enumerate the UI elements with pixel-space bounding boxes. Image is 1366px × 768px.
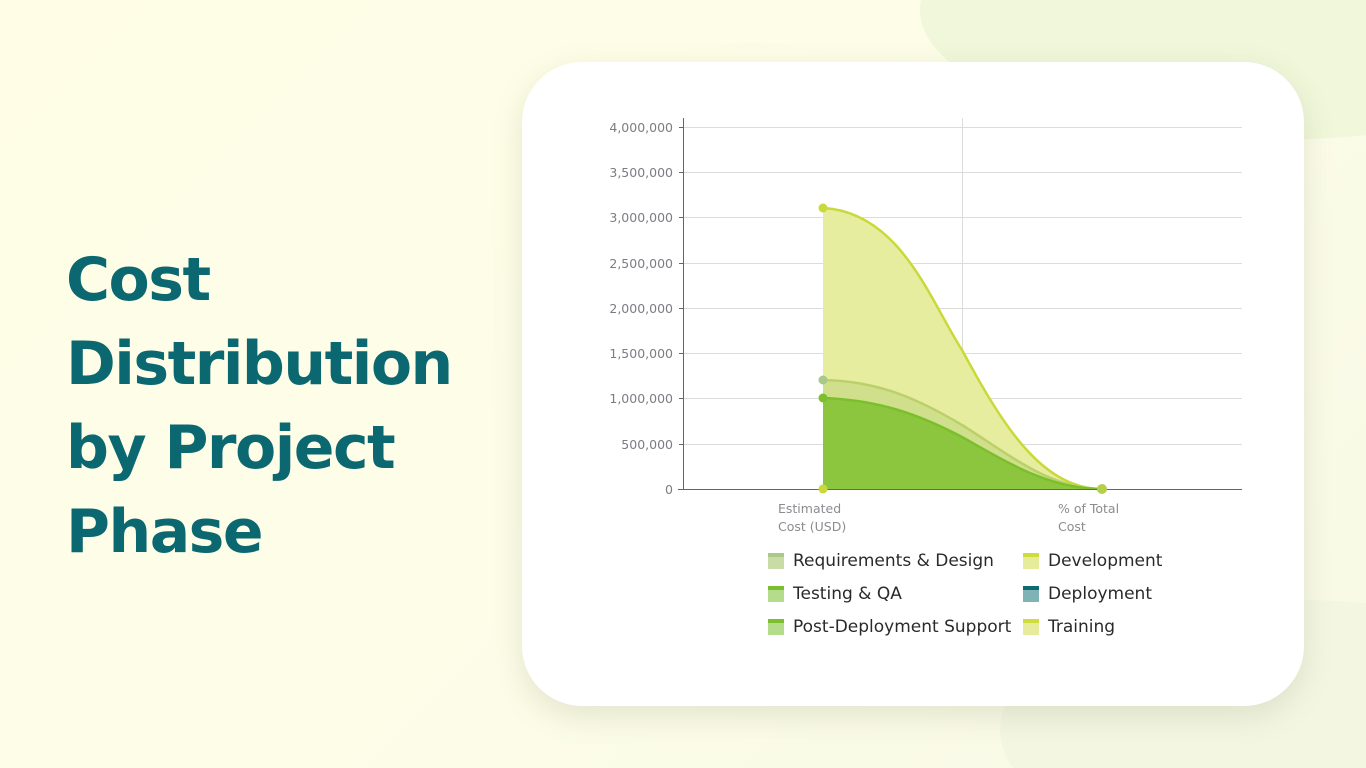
chart-legend: Requirements & Design Development Testin… — [768, 550, 1173, 638]
legend-item-post-deployment-support[interactable]: Post-Deployment Support — [768, 616, 1023, 638]
legend-swatch-icon — [768, 619, 784, 635]
y-tick-labels: 0 500,000 1,000,000 1,500,000 2,000,000 … — [609, 120, 673, 497]
svg-text:2,500,000: 2,500,000 — [609, 256, 673, 271]
svg-text:1,000,000: 1,000,000 — [609, 391, 673, 406]
legend-swatch-icon — [768, 586, 784, 602]
svg-text:4,000,000: 4,000,000 — [609, 120, 673, 135]
svg-text:3,000,000: 3,000,000 — [609, 210, 673, 225]
data-point[interactable] — [1097, 484, 1107, 494]
svg-text:Cost (USD): Cost (USD) — [778, 519, 846, 534]
svg-text:1,500,000: 1,500,000 — [609, 346, 673, 361]
data-point[interactable] — [818, 203, 828, 213]
legend-item-training[interactable]: Training — [1023, 616, 1173, 638]
svg-text:0: 0 — [665, 482, 673, 497]
title-line: Phase — [66, 497, 264, 567]
title-line: Cost — [66, 245, 211, 315]
legend-swatch-icon — [768, 553, 784, 569]
svg-text:3,500,000: 3,500,000 — [609, 165, 673, 180]
legend-swatch-icon — [1023, 619, 1039, 635]
series-requirements-line — [822, 378, 1103, 491]
series-testing-area — [823, 398, 1102, 489]
data-point[interactable] — [818, 393, 828, 403]
x-tick-labels: Estimated Cost (USD) % of Total Cost — [778, 501, 1119, 534]
legend-item-development[interactable]: Development — [1023, 550, 1173, 572]
legend-swatch-icon — [1023, 553, 1039, 569]
legend-item-requirements-design[interactable]: Requirements & Design — [768, 550, 1023, 572]
svg-text:500,000: 500,000 — [621, 437, 673, 452]
legend-item-deployment[interactable]: Deployment — [1023, 583, 1173, 605]
data-point[interactable] — [818, 484, 828, 494]
svg-text:% of Total: % of Total — [1058, 501, 1119, 516]
title-line: by Project — [66, 413, 396, 483]
page-title: Cost Distribution by Project Phase — [66, 238, 486, 574]
legend-swatch-icon — [1023, 586, 1039, 602]
svg-text:Cost: Cost — [1058, 519, 1086, 534]
svg-text:Estimated: Estimated — [778, 501, 841, 516]
series-development-line — [822, 206, 1103, 491]
title-line: Distribution — [66, 329, 453, 399]
svg-text:2,000,000: 2,000,000 — [609, 301, 673, 316]
y-ticks — [679, 127, 683, 445]
legend-item-testing-qa[interactable]: Testing & QA — [768, 583, 1023, 605]
data-point[interactable] — [818, 375, 828, 385]
series-testing-line — [822, 396, 1103, 491]
